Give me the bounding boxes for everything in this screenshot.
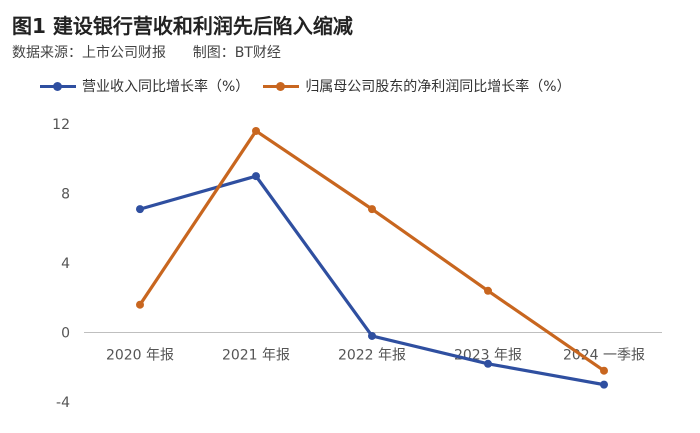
legend-swatch-net-profit (263, 80, 300, 92)
x-tick-label: 2022 年报 (338, 348, 406, 364)
y-tick-label: 12 (52, 117, 70, 133)
legend-swatch-revenue (40, 80, 76, 92)
y-tick-label: 0 (61, 326, 70, 342)
data-point-revenue (252, 172, 260, 181)
y-tick-label: -4 (56, 395, 70, 411)
y-tick-label: 8 (61, 187, 70, 203)
data-point-net-profit (600, 366, 608, 375)
data-point-revenue (136, 205, 144, 214)
x-tick-label: 2020 年报 (106, 348, 174, 364)
legend-item-net-profit: 归属母公司股东的净利润同比增长率（%） (263, 76, 571, 96)
data-point-net-profit (368, 205, 376, 214)
chart-source: 数据来源：上市公司财报 制图：BT财经 (12, 45, 281, 61)
data-point-net-profit (136, 300, 144, 309)
legend-label-revenue: 营业收入同比增长率（%） (82, 79, 250, 95)
data-point-revenue (484, 359, 492, 368)
data-point-net-profit (484, 286, 492, 295)
x-tick-label: 2021 年报 (222, 348, 290, 364)
x-tick-label: 2024 一季报 (563, 348, 645, 364)
y-tick-label: 4 (61, 256, 70, 272)
legend-label-net-profit: 归属母公司股东的净利润同比增长率（%） (305, 79, 571, 95)
data-point-revenue (368, 331, 376, 340)
legend-item-revenue: 营业收入同比增长率（%） (40, 76, 249, 96)
legend: 营业收入同比增长率（%） 归属母公司股东的净利润同比增长率（%） (40, 76, 585, 96)
data-point-revenue (600, 380, 608, 389)
chart-title: 图1 建设银行营收和利润先后陷入缩减 (12, 14, 353, 38)
data-point-net-profit (252, 126, 260, 135)
